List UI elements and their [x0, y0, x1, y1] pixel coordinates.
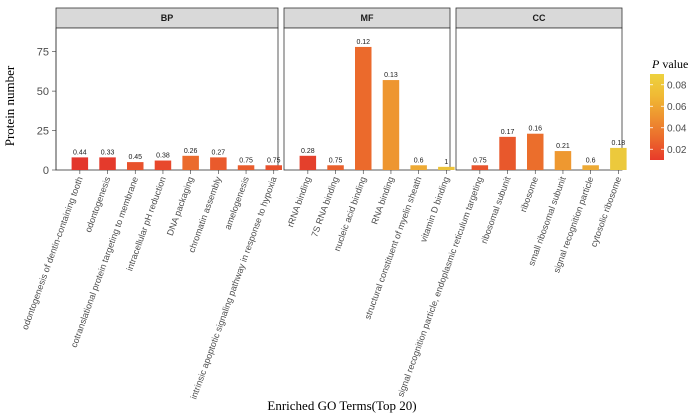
bar: [499, 136, 516, 170]
y-tick-label: 0: [43, 165, 49, 177]
bar: [527, 133, 544, 170]
x-tick-label: ribosome: [518, 175, 540, 213]
legend-tick-label: 0.04: [667, 123, 687, 134]
bar-data-label: 0.21: [556, 143, 570, 150]
panel-bp: BP 0.44 odontogenesis of dentin-containing…: [20, 7, 282, 401]
bar-data-label: 0.75: [473, 157, 487, 164]
bar: [265, 165, 282, 170]
panel-mf: MF 0.28 rRNA binding 0.75 7S RNA binding 0.12…: [283, 7, 455, 321]
y-axis: 0 25 50 75: [37, 28, 57, 177]
bar-data-label: 0.75: [267, 157, 281, 164]
x-tick-label: structural constituent of myelin sheath: [362, 175, 423, 320]
x-tick-label: DNA packaging: [165, 175, 196, 237]
x-tick-label: 7S RNA binding: [309, 175, 340, 238]
x-tick-label: ribosomal subunit: [479, 175, 513, 245]
p-value-legend: P value 0.02 0.04 0.06 0.08: [650, 57, 688, 160]
x-tick-label: odontogenesis: [83, 175, 113, 234]
bar: [355, 46, 372, 170]
bar-data-label: 0.17: [501, 129, 515, 136]
bar: [71, 157, 89, 170]
x-tick-label: cytosolic ribosome: [589, 175, 624, 248]
y-tick-label: 75: [37, 47, 49, 59]
x-axis-title: Enriched GO Terms(Top 20): [267, 398, 416, 413]
legend-title-p: P: [651, 57, 660, 71]
facet-panels: BP 0.44 odontogenesis of dentin-containing…: [20, 7, 627, 401]
bar: [182, 155, 199, 170]
bar-data-label: 0.6: [414, 157, 424, 164]
bar-data-label: 0.75: [239, 157, 253, 164]
bar-data-label: 1: [444, 159, 448, 166]
facet-strip-label: CC: [533, 13, 546, 23]
bar: [327, 165, 344, 170]
panel-border: [55, 27, 279, 171]
bar-data-label: 0.33: [101, 149, 115, 156]
x-tick-label: odontogenesis of dentin-containing tooth: [20, 175, 85, 331]
bar: [382, 80, 400, 170]
bar-data-label: 0.12: [356, 39, 370, 46]
bar-data-label: 0.13: [384, 72, 398, 79]
bar-data-label: 0.6: [586, 157, 596, 164]
legend-tick-label: 0.02: [667, 145, 687, 156]
bar: [237, 165, 255, 170]
bar: [410, 165, 427, 170]
bar-data-label: 0.16: [528, 126, 542, 133]
y-axis-title: Protein number: [2, 65, 17, 146]
legend-title: P value: [651, 57, 688, 71]
x-tick-label: vitamin D binding: [418, 175, 451, 243]
y-tick-label: 25: [37, 126, 49, 138]
y-tick-label: 50: [37, 86, 49, 98]
legend-colorbar: [650, 74, 664, 160]
facet-strip-label: BP: [161, 13, 174, 23]
bar: [554, 151, 572, 170]
bar-data-label: 0.27: [212, 149, 226, 156]
bar-data-label: 0.38: [156, 153, 170, 160]
bar-data-label: 0.44: [73, 149, 87, 156]
x-tick-label: RNA binding: [369, 175, 396, 225]
legend-title-value: value: [659, 57, 688, 71]
x-tick-label: rRNA binding: [285, 175, 313, 228]
bar: [299, 155, 317, 170]
bar: [438, 166, 455, 170]
bar: [99, 157, 116, 170]
facet-strip-label: MF: [361, 13, 374, 23]
bar: [210, 157, 227, 170]
bar-data-label: 0.75: [329, 157, 343, 164]
bar: [471, 165, 489, 170]
bar: [582, 165, 599, 170]
bar-data-label: 0.26: [184, 148, 198, 155]
bar-data-label: 0.45: [128, 154, 142, 161]
x-tick-label: amelogenesis: [223, 175, 252, 231]
bar: [154, 160, 172, 170]
bar: [127, 162, 144, 170]
bar: [610, 147, 627, 170]
legend-tick-label: 0.06: [667, 102, 687, 113]
bar-data-label: 0.28: [301, 148, 315, 155]
legend-tick-label: 0.08: [667, 80, 687, 91]
bar-data-label: 0.18: [612, 140, 626, 147]
